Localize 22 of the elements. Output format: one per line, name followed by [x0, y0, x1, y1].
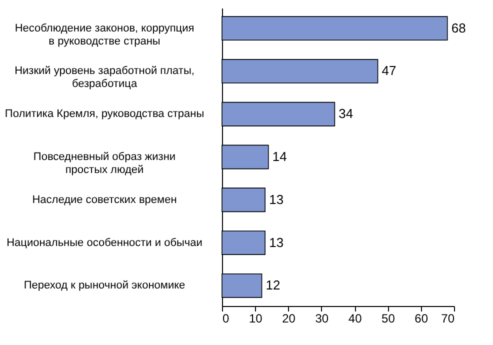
x-tick-label: 50	[382, 312, 396, 326]
x-tick-label: 20	[282, 312, 296, 326]
x-tick-label: 10	[248, 312, 263, 326]
y-tick-label: Низкий уровень заработной платы, безработица	[14, 65, 194, 90]
y-tick-label: Несоблюдение законов, коррупция в руководстве страны	[14, 22, 194, 48]
y-tick-label: Наследие советских времен	[32, 194, 177, 206]
data-label: 68	[451, 20, 466, 36]
x-tick-label: 0	[222, 312, 230, 326]
x-tick-label: 30	[315, 312, 329, 326]
data-label: 13	[269, 234, 284, 250]
y-tick-label: Переход к рыночной экономике	[24, 280, 186, 292]
y-tick-label: Национальные особенности и обычаи	[6, 236, 202, 249]
x-tick-label: 70	[441, 312, 455, 326]
data-label: 12	[266, 278, 280, 293]
data-label: 13	[269, 192, 284, 207]
data-label: 14	[272, 149, 287, 164]
x-tick-label: 40	[348, 312, 362, 326]
x-tick-label: 60	[414, 312, 428, 326]
y-tick-label: Политика Кремля, руководства страны	[4, 108, 204, 120]
y-tick-label: Повседневный образ жизни простых людей	[33, 151, 176, 176]
data-label: 34	[338, 106, 354, 122]
data-label: 47	[382, 63, 396, 78]
